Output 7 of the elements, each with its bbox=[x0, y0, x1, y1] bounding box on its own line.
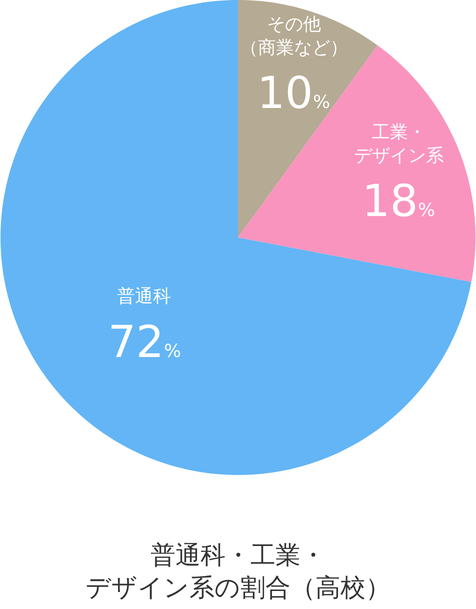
text: 普通科・工業・デザイン系の割合（高校） bbox=[86, 540, 390, 602]
slice-label: その他（商業など） bbox=[240, 14, 348, 58]
slice-label: 工業・デザイン系 bbox=[354, 122, 444, 166]
data-label: 72% bbox=[108, 317, 182, 368]
slice-label: 普通科 bbox=[117, 286, 171, 307]
data-label: 10% bbox=[257, 68, 330, 119]
data-label: 18% bbox=[362, 176, 436, 227]
